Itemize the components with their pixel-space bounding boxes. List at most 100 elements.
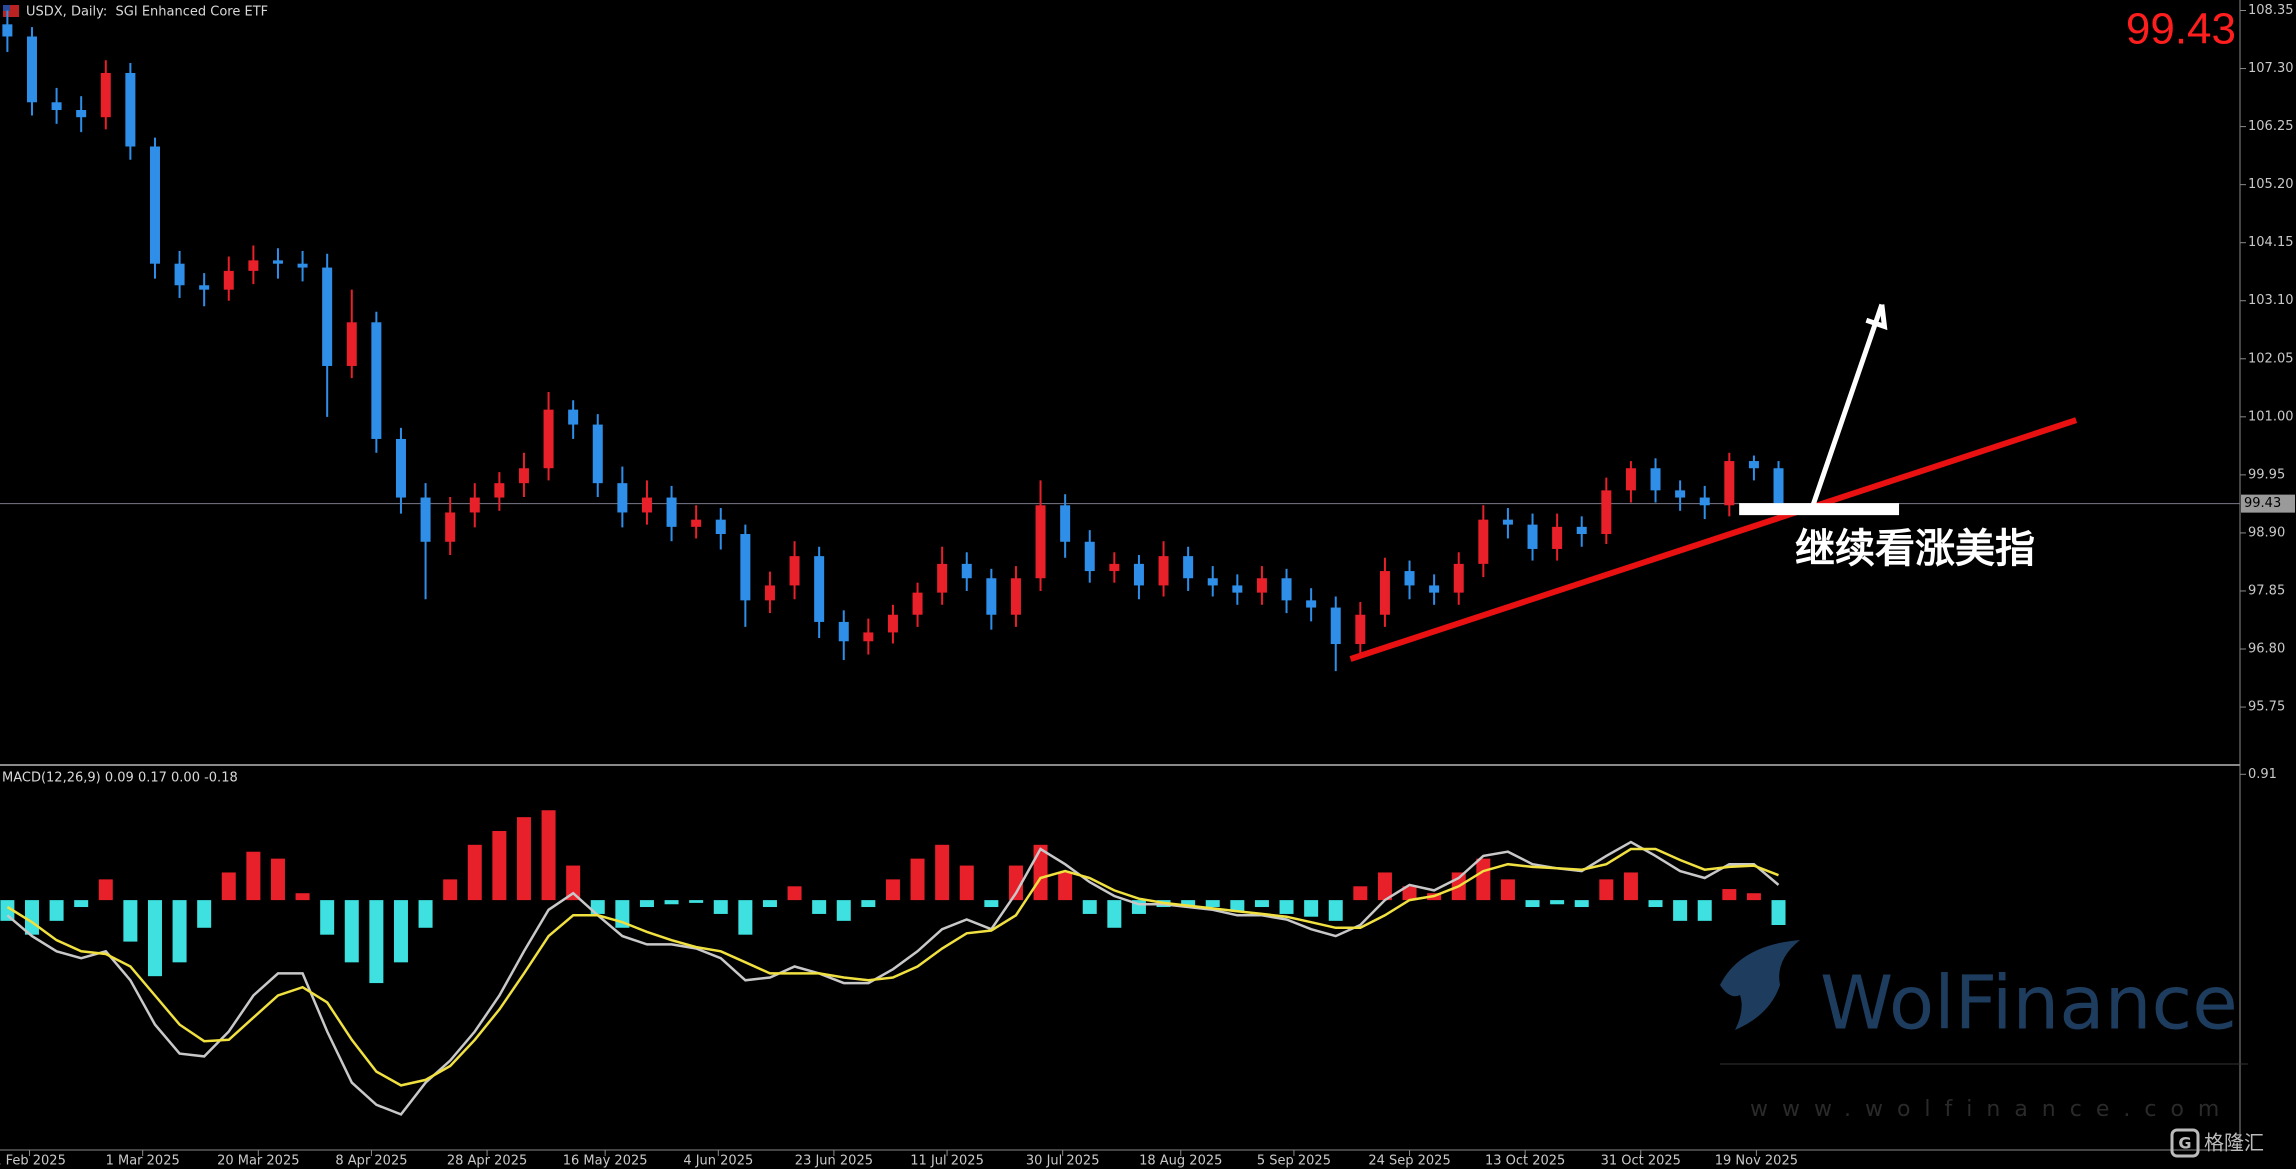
watermark-brand: WolFinance [1820, 961, 2238, 1047]
y-tick-label: 105.20 [2248, 177, 2294, 192]
candle-body [1478, 519, 1489, 564]
y-tick-label: 99.95 [2248, 467, 2285, 482]
histogram-bar [0, 900, 15, 921]
histogram-bar [738, 900, 753, 935]
histogram-bar [639, 900, 654, 908]
histogram-bar [984, 900, 999, 908]
macd-title: MACD(12,26,9) 0.09 0.17 0.00 -0.18 [2, 771, 238, 786]
candle-body [1379, 571, 1390, 615]
histogram-bar [1254, 900, 1269, 908]
annotation: 继续看涨美指 [1795, 525, 2035, 572]
histogram-bar [492, 830, 507, 901]
histogram-bar [98, 879, 113, 901]
histogram-bar [1648, 900, 1663, 908]
candle-body [2, 24, 13, 37]
candle-body [1207, 578, 1218, 586]
histogram-bar [910, 858, 925, 901]
current-price-label: 99.43 [2244, 496, 2281, 511]
candle-body [666, 497, 677, 527]
candle-body [1601, 490, 1612, 535]
y-tick-label: 108.35 [2248, 3, 2294, 18]
candle-body [100, 72, 111, 118]
histogram-bar [959, 865, 974, 901]
y-tick-label: 107.30 [2248, 61, 2294, 76]
candle-body [1035, 505, 1046, 579]
arrow-shaft [1810, 303, 1885, 507]
histogram-bar [1230, 900, 1245, 912]
histogram-bar [1550, 900, 1565, 905]
candle-body [125, 72, 136, 147]
histogram-bar [1746, 893, 1761, 901]
candle-body [543, 409, 554, 469]
x-tick-label: 18 Aug 2025 [1139, 1154, 1222, 1169]
candle-body [76, 110, 87, 118]
histogram-bar [1107, 900, 1122, 928]
histogram-bar [24, 900, 39, 935]
candle-body [1256, 578, 1267, 593]
candle-body [715, 519, 726, 535]
candle-body [986, 578, 997, 615]
histogram-bar [1033, 844, 1048, 901]
histogram-bar [443, 879, 458, 901]
histogram-bar [1697, 900, 1712, 921]
candle-body [691, 519, 702, 527]
candle-body [1183, 556, 1194, 579]
candle-body [395, 438, 406, 498]
logo-g: G [2178, 1134, 2191, 1153]
candle-body [961, 563, 972, 579]
candle-body [1158, 556, 1169, 586]
histogram-bar [172, 900, 187, 963]
candle-body [1109, 563, 1120, 572]
candle-body [272, 260, 283, 264]
candle-body [1527, 524, 1538, 549]
histogram-bar [221, 872, 236, 901]
y-tick-label: 96.80 [2248, 642, 2285, 657]
candle-body [223, 270, 234, 290]
candle-body [445, 512, 456, 542]
histogram-bar [1623, 872, 1638, 901]
candle-body [912, 592, 923, 615]
current-price-tag [2241, 494, 2295, 513]
candle-body [297, 263, 308, 268]
candle-body [494, 483, 505, 498]
histogram-bar [689, 900, 704, 903]
watermark-url: www.wolfinance.com [1750, 1097, 2233, 1122]
wolf-icon [1720, 940, 1800, 1030]
x-tick-label: 5 Sep 2025 [1257, 1154, 1331, 1169]
candle-body [26, 36, 37, 103]
candle-body [1773, 468, 1784, 504]
candle-body [937, 563, 948, 593]
x-tick-label: 4 Jun 2025 [683, 1154, 753, 1169]
histogram-bar [1722, 889, 1737, 901]
candle-body [322, 267, 333, 366]
candle-body [1281, 578, 1292, 601]
histogram-bar [74, 900, 89, 908]
histogram-bar [393, 900, 408, 963]
candle-body [1404, 571, 1415, 586]
chart-title: USDX, Daily: SGI Enhanced Core ETF [26, 5, 268, 20]
histogram-bar [1525, 900, 1540, 908]
candle-body [1552, 526, 1563, 549]
histogram-bar [418, 900, 433, 928]
candle-body [174, 263, 185, 286]
x-tick-label: 23 Jun 2025 [795, 1154, 873, 1169]
candle-body [1502, 519, 1513, 525]
x-tick-label: 31 Oct 2025 [1601, 1154, 1681, 1169]
histogram-bar [147, 900, 162, 977]
histogram-bar [1082, 900, 1097, 914]
candle-body [420, 497, 431, 542]
histogram-bar [1058, 872, 1073, 901]
candle-body [1453, 563, 1464, 593]
histogram-bar [295, 893, 310, 901]
histogram-bar [1476, 858, 1491, 901]
candle-body [764, 585, 775, 601]
candle-body [1625, 468, 1636, 491]
candle-body [641, 497, 652, 513]
arrow-head [1865, 304, 1888, 331]
y-tick-label: 102.05 [2248, 351, 2294, 366]
histogram-bar [1500, 879, 1515, 901]
candle-body [1699, 497, 1710, 506]
histogram-bar [1377, 872, 1392, 901]
histogram-bar [664, 900, 679, 905]
